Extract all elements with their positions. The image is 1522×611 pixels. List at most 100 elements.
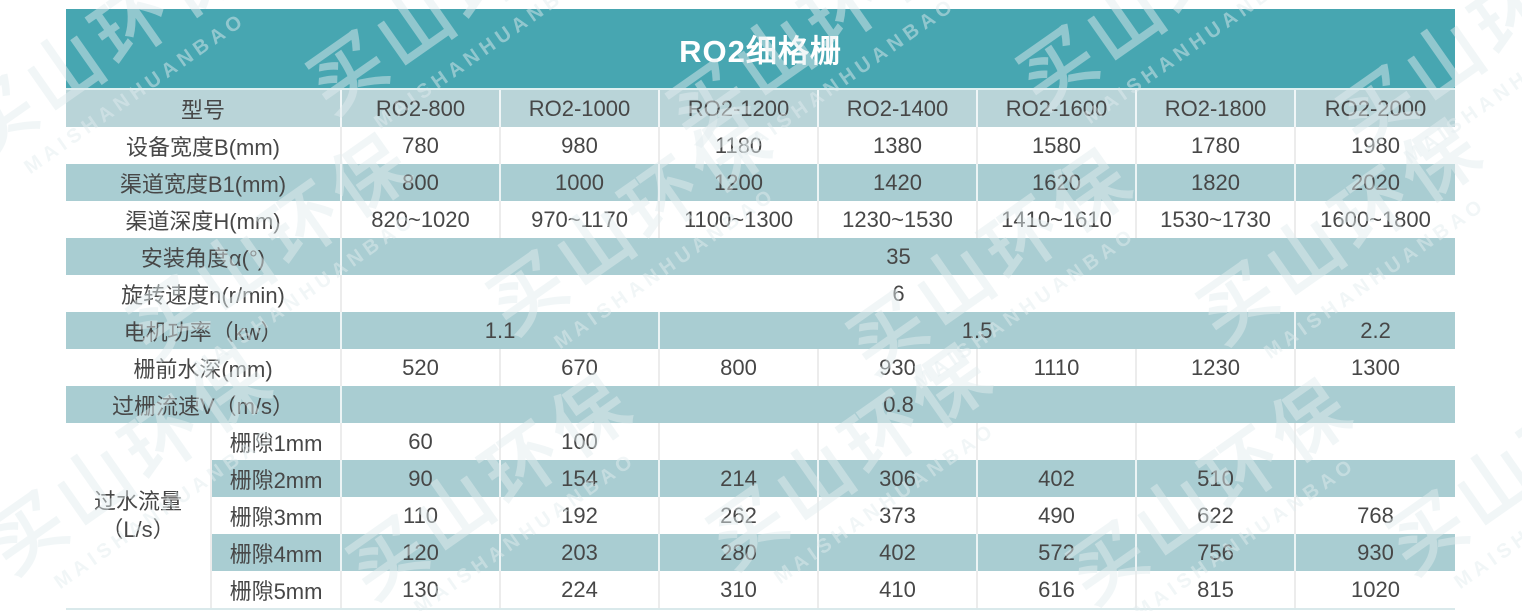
value-cell: 1380 [819, 127, 979, 164]
value-cell: 120 [342, 534, 502, 571]
row-flow-gap-2mm: 栅隙2mm 90 154 214 306 402 510 [66, 460, 1456, 497]
value-cell: 768 [1296, 497, 1456, 534]
value-cell: 2020 [1296, 164, 1456, 201]
sub-row-label: 栅隙1mm [212, 423, 343, 460]
value-cell: 60 [342, 423, 502, 460]
model-cell: RO2-1200 [660, 90, 820, 127]
value-cell: 1780 [1137, 127, 1297, 164]
value-cell: 1600~1800 [1296, 201, 1456, 238]
value-cell: 572 [978, 534, 1138, 571]
value-cell: 1580 [978, 127, 1138, 164]
value-cell: 616 [978, 571, 1138, 608]
row-flow-gap-1mm: 过水流量 （L/s） 栅隙1mm 60 100 [66, 423, 1456, 608]
row-label-flow-velocity: 过栅流速V（m/s） [66, 386, 343, 423]
value-cell: 1020 [1296, 571, 1456, 608]
row-flow-gap-3mm: 栅隙3mm 110 192 262 373 490 622 768 [66, 497, 1456, 534]
value-cell: 410 [819, 571, 979, 608]
value-cell-motor-power: 2.2 [1296, 312, 1456, 349]
value-cell: 1410~1610 [978, 201, 1138, 238]
row-label-water-depth: 栅前水深(mm) [66, 349, 343, 386]
row-label-motor-power: 电机功率（kw） [66, 312, 343, 349]
row-motor-power: 电机功率（kw） 1.1 1.5 2.2 [66, 312, 1456, 349]
value-cell: 622 [1137, 497, 1297, 534]
row-channel-width: 渠道宽度B1(mm) 800 1000 1200 1420 1620 1820 … [66, 164, 1456, 201]
row-label-channel-width: 渠道宽度B1(mm) [66, 164, 343, 201]
value-cell: 192 [501, 497, 661, 534]
value-cell-install-angle: 35 [342, 238, 1456, 275]
value-cell: 402 [819, 534, 979, 571]
value-cell: 310 [660, 571, 820, 608]
flow-capacity-label: 过水流量 [93, 489, 182, 514]
value-cell: 1230~1530 [819, 201, 979, 238]
row-label-install-angle: 安装角度α(°) [66, 238, 343, 275]
value-cell: 930 [1296, 534, 1456, 571]
value-cell [1296, 460, 1456, 497]
value-cell: 402 [978, 460, 1138, 497]
value-cell: 820~1020 [342, 201, 502, 238]
value-cell: 980 [501, 127, 661, 164]
row-model-header: 型号 RO2-800 RO2-1000 RO2-1200 RO2-1400 RO… [66, 90, 1456, 127]
value-cell: 203 [501, 534, 661, 571]
row-water-depth: 栅前水深(mm) 520 670 800 930 1110 1230 1300 [66, 349, 1456, 386]
value-cell [978, 423, 1138, 460]
row-label-model: 型号 [66, 90, 343, 127]
row-device-width: 设备宽度B(mm) 780 980 1180 1380 1580 1780 19… [66, 127, 1456, 164]
value-cell: 490 [978, 497, 1138, 534]
value-cell: 815 [1137, 571, 1297, 608]
value-cell: 1110 [978, 349, 1138, 386]
value-cell: 930 [819, 349, 979, 386]
value-cell: 1230 [1137, 349, 1297, 386]
value-cell: 110 [342, 497, 502, 534]
model-cell: RO2-1400 [819, 90, 979, 127]
value-cell: 800 [342, 164, 502, 201]
row-channel-depth: 渠道深度H(mm) 820~1020 970~1170 1100~1300 12… [66, 201, 1456, 238]
spec-sheet-panel: RO2细格栅 型号 RO2-800 RO2-1000 RO2-1200 RO2-… [66, 9, 1456, 610]
value-cell: 1000 [501, 164, 661, 201]
flow-capacity-unit: （L/s） [101, 516, 175, 542]
row-label-rotation-speed: 旋转速度n(r/min) [66, 275, 343, 312]
value-cell [819, 423, 979, 460]
value-cell: 520 [342, 349, 502, 386]
row-label-channel-depth: 渠道深度H(mm) [66, 201, 343, 238]
value-cell: 1620 [978, 164, 1138, 201]
row-label-device-width: 设备宽度B(mm) [66, 127, 343, 164]
value-cell: 1300 [1296, 349, 1456, 386]
row-label-flow-capacity: 过水流量 （L/s） [66, 423, 212, 608]
value-cell-flow-velocity: 0.8 [342, 386, 1456, 423]
value-cell: 280 [660, 534, 820, 571]
value-cell: 510 [1137, 460, 1297, 497]
value-cell-rotation-speed: 6 [342, 275, 1456, 312]
sub-row-label: 栅隙2mm [212, 460, 343, 497]
model-cell: RO2-2000 [1296, 90, 1456, 127]
value-cell: 154 [501, 460, 661, 497]
value-cell: 90 [342, 460, 502, 497]
value-cell: 800 [660, 349, 820, 386]
value-cell: 224 [501, 571, 661, 608]
value-cell: 1420 [819, 164, 979, 201]
value-cell: 780 [342, 127, 502, 164]
value-cell: 970~1170 [501, 201, 661, 238]
value-cell: 214 [660, 460, 820, 497]
spec-table: 型号 RO2-800 RO2-1000 RO2-1200 RO2-1400 RO… [66, 90, 1456, 608]
value-cell: 1200 [660, 164, 820, 201]
value-cell: 306 [819, 460, 979, 497]
value-cell: 100 [501, 423, 661, 460]
value-cell: 1180 [660, 127, 820, 164]
sub-row-label: 栅隙3mm [212, 497, 343, 534]
sub-row-label: 栅隙5mm [212, 571, 343, 608]
table-title: RO2细格栅 [679, 34, 842, 69]
model-cell: RO2-1600 [978, 90, 1138, 127]
value-cell [660, 423, 820, 460]
row-rotation-speed: 旋转速度n(r/min) 6 [66, 275, 1456, 312]
value-cell-motor-power: 1.5 [660, 312, 1297, 349]
row-install-angle: 安装角度α(°) 35 [66, 238, 1456, 275]
value-cell: 1820 [1137, 164, 1297, 201]
row-flow-velocity: 过栅流速V（m/s） 0.8 [66, 386, 1456, 423]
value-cell: 756 [1137, 534, 1297, 571]
sub-row-label: 栅隙4mm [212, 534, 343, 571]
model-cell: RO2-1000 [501, 90, 661, 127]
value-cell: 262 [660, 497, 820, 534]
value-cell [1296, 423, 1456, 460]
row-flow-gap-4mm: 栅隙4mm 120 203 280 402 572 756 930 [66, 534, 1456, 571]
